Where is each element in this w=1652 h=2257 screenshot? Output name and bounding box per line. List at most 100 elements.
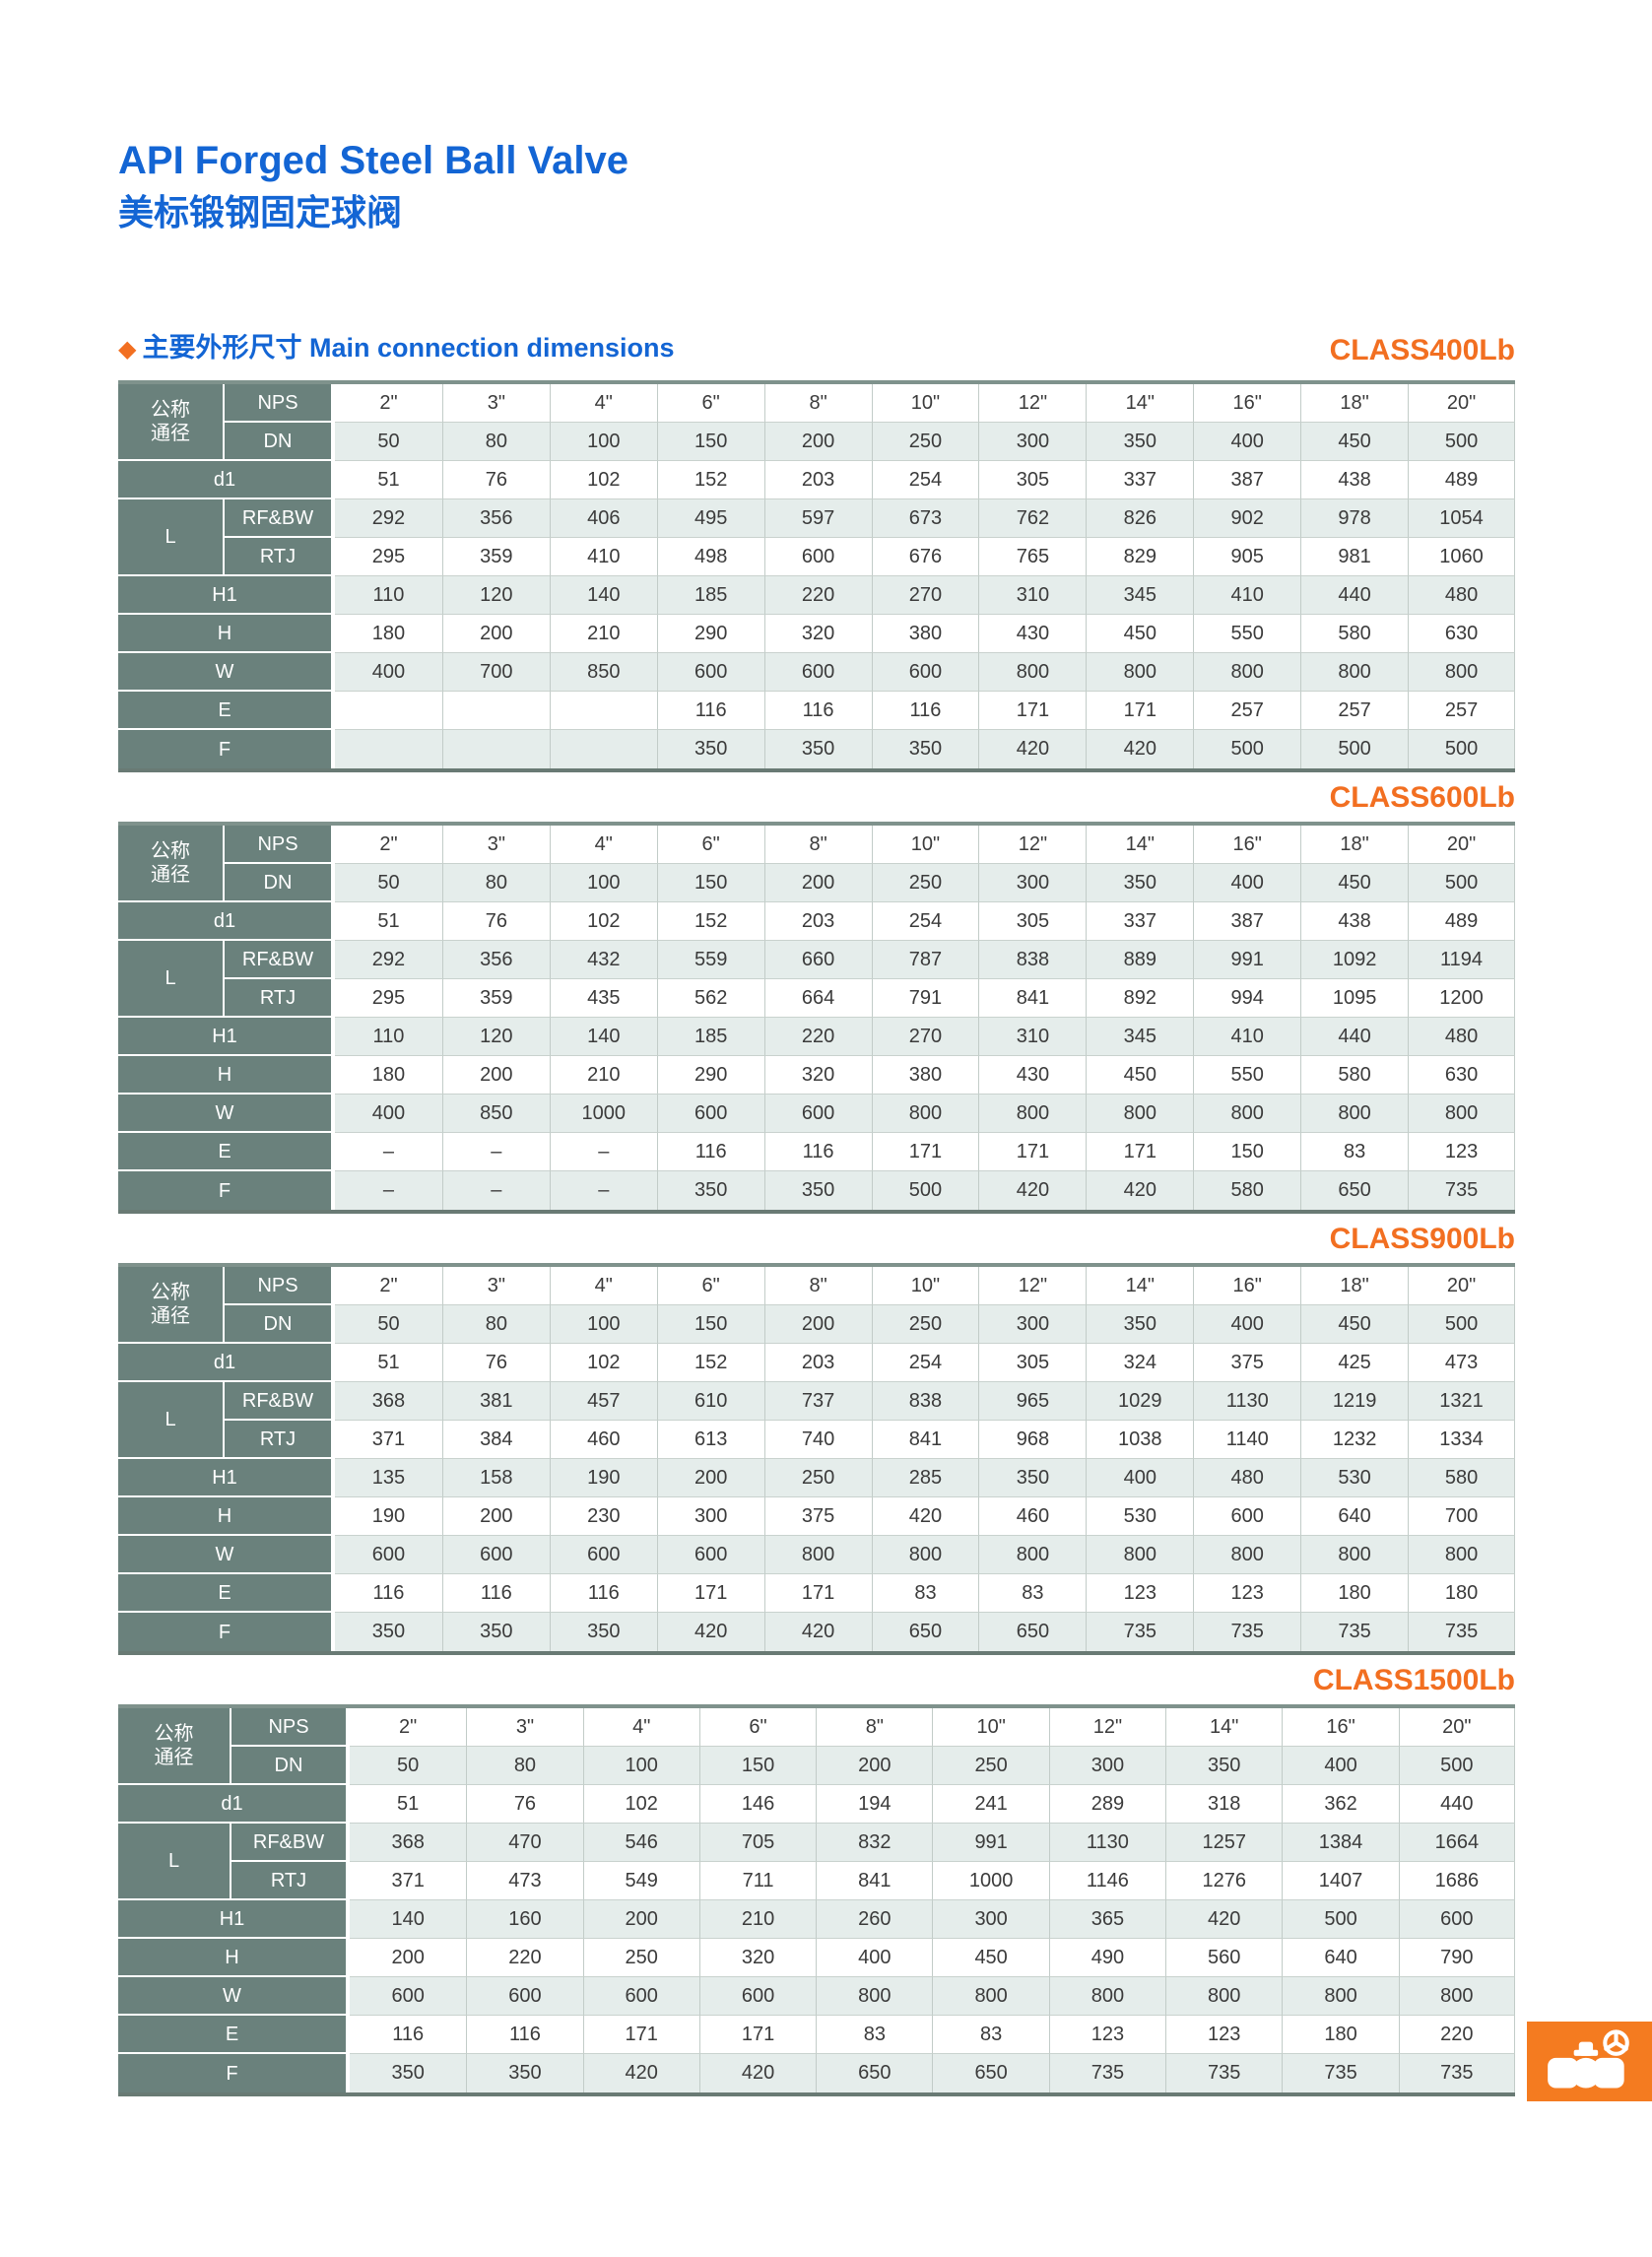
class-rating-label-600: CLASS600Lb — [1329, 781, 1515, 814]
dimension-value-cell: 20" — [1408, 384, 1515, 423]
dimension-value-cell: 420 — [656, 1613, 764, 1651]
dimension-value-cell: 300 — [1048, 1747, 1166, 1785]
dimension-value-cell: 3" — [441, 1267, 550, 1305]
dimension-value-cell: 530 — [1086, 1497, 1194, 1536]
dimension-table: 公称 通径 NPS 2" 3" 4" 6" 8" 10" 12" 14" 16" 18" 20" DN 50 8… — [118, 384, 1515, 768]
dimension-value-cell: 116 — [350, 2016, 467, 2054]
dimension-value-cell: 8" — [763, 1267, 872, 1305]
dimension-value-cell: 150 — [656, 423, 764, 461]
dimension-value-cell: 83 — [871, 1574, 979, 1613]
dimension-value-cell: 735 — [1408, 1171, 1515, 1210]
dimension-value-cell: 597 — [763, 499, 872, 538]
dimension-value-cell: 1686 — [1398, 1862, 1515, 1900]
row-label-h1: H1 — [118, 1900, 350, 1939]
dimension-value-cell: 356 — [441, 941, 550, 979]
dimension-value-cell: 368 — [350, 1824, 467, 1862]
row-label-nominal-diameter: 公称 通径 — [118, 1708, 231, 1785]
dimension-value-cell: 150 — [698, 1747, 817, 1785]
dimension-value-cell: 410 — [549, 538, 657, 576]
dimension-value-cell: 400 — [816, 1939, 933, 1977]
dimension-value-cell: 500 — [1300, 730, 1409, 768]
dimension-value-cell: 473 — [1408, 1344, 1515, 1382]
dimension-value-cell: 20" — [1408, 826, 1515, 864]
dimension-value-cell: 158 — [441, 1459, 550, 1497]
row-label-rtj: RTJ — [225, 979, 335, 1018]
dimension-value-cell: 359 — [441, 979, 550, 1018]
dimension-value-cell: 550 — [1193, 1056, 1301, 1095]
dimension-value-cell: 250 — [932, 1747, 1049, 1785]
dimension-value-cell: 80 — [441, 423, 550, 461]
row-label-nominal-diameter: 公称 通径 — [118, 1267, 225, 1344]
dimension-value-cell: 430 — [978, 1056, 1087, 1095]
dimension-value-cell — [335, 730, 442, 768]
dimension-value-cell: 12" — [978, 384, 1087, 423]
row-label-l: L — [118, 499, 225, 576]
dimension-value-cell: 180 — [335, 1056, 442, 1095]
row-label-l: L — [118, 941, 225, 1018]
dimension-value-cell: 1054 — [1408, 499, 1515, 538]
row-label-rfbw: RF&BW — [225, 1382, 335, 1421]
dimension-value-cell: 200 — [763, 864, 872, 902]
dimension-value-cell: 180 — [1408, 1574, 1515, 1613]
dimension-value-cell: 14" — [1165, 1708, 1283, 1747]
dimension-value-cell: 241 — [932, 1785, 1049, 1824]
dimension-value-cell: 10" — [871, 826, 979, 864]
dimension-value-cell: 740 — [763, 1421, 872, 1459]
dimension-value-cell: 737 — [763, 1382, 872, 1421]
dimension-value-cell: 420 — [1086, 1171, 1194, 1210]
dimension-value-cell: 500 — [1408, 730, 1515, 768]
dimension-value-cell: 600 — [1193, 1497, 1301, 1536]
dimension-value-cell: 735 — [1300, 1613, 1409, 1651]
dimension-value-cell: 350 — [871, 730, 979, 768]
dimension-value-cell: 171 — [1086, 692, 1194, 730]
dimension-value-cell: 135 — [335, 1459, 442, 1497]
dimension-value-cell: 1664 — [1398, 1824, 1515, 1862]
dimension-value-cell: 600 — [656, 1095, 764, 1133]
dimension-value-cell: 3" — [441, 384, 550, 423]
row-label-rfbw: RF&BW — [225, 499, 335, 538]
dimension-value-cell: 600 — [549, 1536, 657, 1574]
section-title-text: 主要外形尺寸 Main connection dimensions — [142, 333, 675, 363]
dimension-value-cell: 711 — [698, 1862, 817, 1900]
dimension-value-cell: – — [549, 1171, 657, 1210]
dimensions-table-class600: 公称 通径 NPS 2" 3" 4" 6" 8" 10" 12" 14" 16" 18" 20" DN 50 8… — [118, 822, 1515, 1214]
dimension-value-cell: 435 — [549, 979, 657, 1018]
dimension-value-cell: – — [441, 1171, 550, 1210]
dimension-value-cell: 600 — [698, 1977, 817, 2016]
dimension-value-cell: 16" — [1282, 1708, 1399, 1747]
dimension-value-cell: 1200 — [1408, 979, 1515, 1018]
dimension-value-cell: 295 — [335, 979, 442, 1018]
dimension-value-cell: 500 — [1282, 1900, 1399, 1939]
dimension-value-cell: 83 — [816, 2016, 933, 2054]
dimension-value-cell: 965 — [978, 1382, 1087, 1421]
dimension-value-cell: 530 — [1300, 1459, 1409, 1497]
dimension-value-cell: 735 — [1408, 1613, 1515, 1651]
dimension-value-cell: 850 — [549, 653, 657, 692]
class-rating-label-1500: CLASS1500Lb — [1312, 1664, 1515, 1696]
dimension-value-cell: 51 — [335, 461, 442, 499]
row-label-h1: H1 — [118, 576, 335, 615]
row-label-h: H — [118, 1497, 335, 1536]
dimension-value-cell: 600 — [656, 1536, 764, 1574]
dimension-value-cell: 120 — [441, 1018, 550, 1056]
dimension-value-cell: 203 — [763, 902, 872, 941]
dimension-value-cell: 1257 — [1165, 1824, 1283, 1862]
dimension-value-cell: 480 — [1408, 576, 1515, 615]
dimension-value-cell: 116 — [763, 692, 872, 730]
row-label-rfbw: RF&BW — [231, 1824, 350, 1862]
dimension-value-cell: 254 — [871, 902, 979, 941]
dimension-value-cell: 425 — [1300, 1344, 1409, 1382]
dimension-value-cell: 800 — [1300, 1536, 1409, 1574]
dimension-value-cell: 400 — [1193, 423, 1301, 461]
dimension-value-cell: 300 — [978, 1305, 1087, 1344]
row-label-rtj: RTJ — [231, 1862, 350, 1900]
dimension-value-cell: – — [441, 1133, 550, 1171]
dimension-value-cell: 1219 — [1300, 1382, 1409, 1421]
dimension-value-cell: 387 — [1193, 902, 1301, 941]
dimension-value-cell: 1038 — [1086, 1421, 1194, 1459]
dimension-value-cell: 16" — [1193, 826, 1301, 864]
dimension-value-cell: 220 — [1398, 2016, 1515, 2054]
dimension-value-cell: 254 — [871, 461, 979, 499]
dimension-value-cell: 430 — [978, 615, 1087, 653]
dimension-value-cell: 300 — [656, 1497, 764, 1536]
